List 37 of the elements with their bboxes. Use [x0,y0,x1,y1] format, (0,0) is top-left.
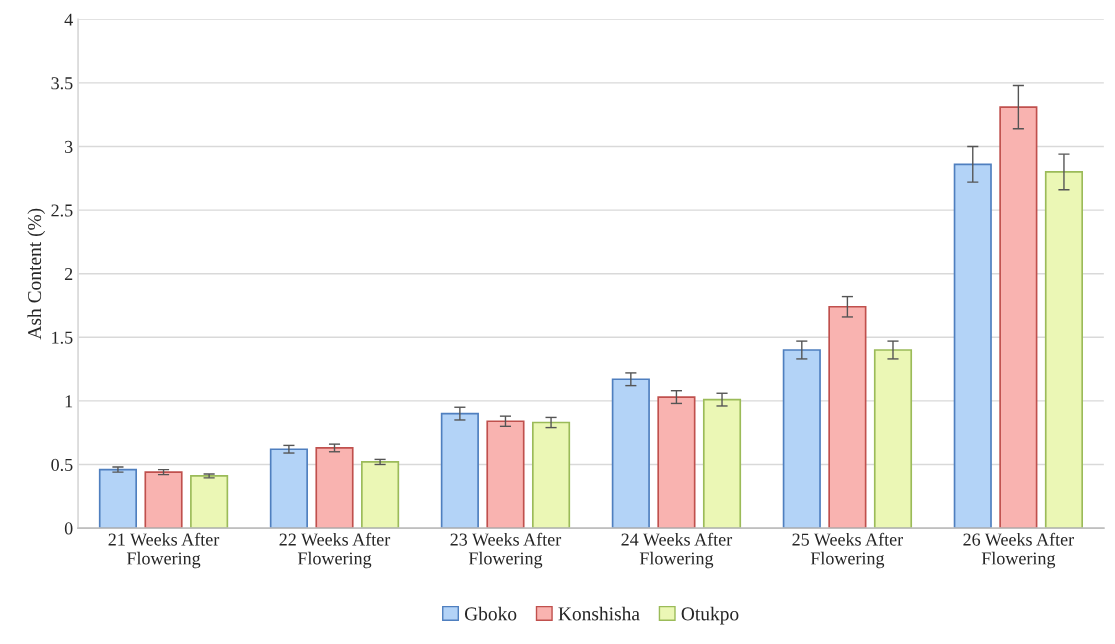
legend-label: Otukpo [681,606,739,625]
bar [611,378,650,529]
x-tick-label: 25 Weeks After Flowering [792,532,904,569]
bar [361,461,400,529]
legend-label: Konshisha [558,606,640,621]
bar [1044,171,1084,529]
bar [98,468,138,529]
bar [315,447,354,529]
y-tick-label: 2 [64,268,73,280]
y-tick-label: 2.5 [51,204,73,217]
y-tick-label: 4 [64,13,73,26]
y-tick-label: 1 [65,395,73,408]
x-tick-label: 21 Weeks After Flowering [108,532,220,569]
y-tick-label: 3 [65,140,73,153]
bar [828,305,867,529]
bar [440,412,479,529]
bar [190,475,229,529]
x-tick-label: 26 Weeks After Flowering [963,532,1074,569]
bar [782,349,821,529]
bar [657,396,696,529]
y-tick-label: 1.5 [52,331,73,344]
x-tick-label: 23 Weeks After Flowering [450,532,562,569]
y-tick-label: 0.5 [51,458,73,472]
bar [269,448,308,529]
bar [953,163,992,529]
legend-label: Gboko [464,606,517,621]
bar [486,420,525,529]
x-tick-label: 24 Weeks After Flowering [621,532,733,569]
x-tick-label: 22 Weeks After Flowering [279,532,391,569]
bar [144,471,183,529]
bar [531,421,571,529]
y-axis-title: Ash Content (%) [27,208,46,340]
bar [873,349,913,529]
bar [702,398,742,529]
y-tick-label: 3.5 [51,77,73,90]
bar [999,106,1038,529]
y-tick-label: 0 [64,522,73,535]
